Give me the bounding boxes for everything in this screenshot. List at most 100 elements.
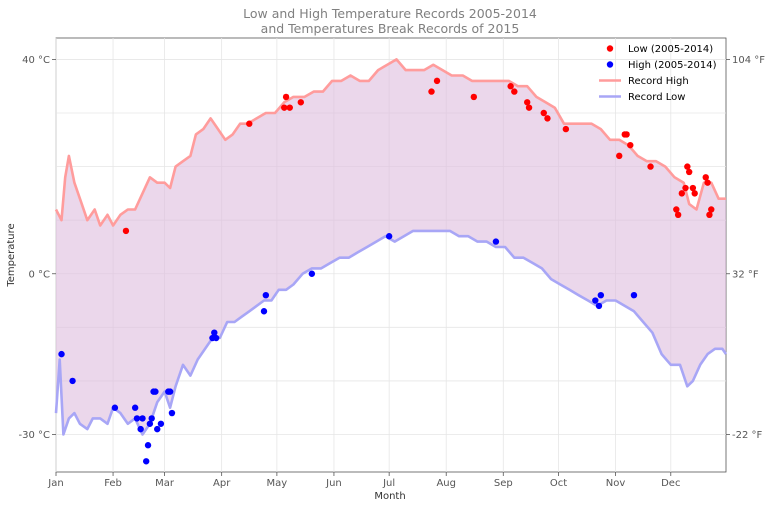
x-tick-label: Jan xyxy=(47,478,63,489)
x-tick-label: Nov xyxy=(606,478,626,489)
y2-tick-label: 32 °F xyxy=(732,269,759,280)
low-record-point xyxy=(122,227,130,235)
x-tick-label: Mar xyxy=(155,478,175,489)
legend: Low (2005-2014) High (2005-2014) Record Hi… xyxy=(599,44,717,103)
high-record-point xyxy=(133,415,141,422)
legend-marker xyxy=(606,61,614,68)
low-record-point xyxy=(685,168,693,176)
low-record-point xyxy=(540,109,547,117)
high-record-point xyxy=(385,233,393,240)
low-record-point xyxy=(524,99,531,106)
low-record-point xyxy=(704,179,711,186)
x-tick-label: Dec xyxy=(661,478,680,489)
chart-title-line-2: and Temperatures Break Records of 2015 xyxy=(261,21,520,36)
low-record-point xyxy=(678,190,686,197)
chart-title-line-1: Low and High Temperature Records 2005-20… xyxy=(243,6,537,21)
low-record-point xyxy=(562,125,570,133)
y2-tick-label: -22 °F xyxy=(732,430,763,441)
y-axis-right: -22 °F 32 °F 104 °F xyxy=(726,55,765,441)
y-tick-label: 40 °C xyxy=(22,55,50,66)
low-record-point xyxy=(689,184,697,192)
high-record-point xyxy=(142,458,150,465)
y-axis-label: Temperature xyxy=(6,223,17,287)
scatter-points xyxy=(58,77,715,465)
high-record-point xyxy=(211,329,218,336)
y-axis-left: -30 °C 0 °C 40 °C xyxy=(19,55,56,441)
low-record-point xyxy=(282,93,290,101)
record-low-line xyxy=(54,229,728,436)
high-record-point xyxy=(58,350,65,358)
high-record-point xyxy=(144,442,152,449)
low-record-point xyxy=(470,93,478,101)
fill-between-area xyxy=(56,59,726,435)
low-record-point xyxy=(297,99,305,106)
high-record-point xyxy=(152,388,159,395)
legend-label: Record High xyxy=(628,76,689,87)
high-record-point xyxy=(260,308,268,315)
series-lines xyxy=(54,58,728,436)
y-tick-label: -30 °C xyxy=(19,430,51,441)
x-tick-label: Jun xyxy=(325,478,342,489)
legend-label: Low (2005-2014) xyxy=(628,44,713,55)
high-record-point xyxy=(168,409,176,417)
low-record-point xyxy=(673,206,680,213)
chart-title: Low and High Temperature Records 2005-20… xyxy=(243,6,537,36)
high-record-point xyxy=(146,420,154,427)
high-record-point xyxy=(69,377,76,385)
high-record-point xyxy=(630,291,638,299)
low-record-point xyxy=(627,141,634,149)
legend-label: Record Low xyxy=(628,92,685,103)
high-record-point xyxy=(212,334,220,342)
x-axis: Jan Feb Mar Apr May Jun Jul Aug Sep Oct Nov Dec xyxy=(47,472,680,489)
low-record-point xyxy=(684,163,691,170)
high-record-point xyxy=(131,404,139,411)
high-record-point xyxy=(148,415,155,422)
y2-tick-label: 104 °F xyxy=(732,55,765,66)
low-record-point xyxy=(706,211,713,219)
high-record-point xyxy=(595,302,603,310)
high-record-point xyxy=(137,425,144,433)
high-record-point xyxy=(139,415,146,422)
record-high-line xyxy=(54,58,726,227)
high-record-point xyxy=(592,297,599,304)
low-record-point xyxy=(433,77,441,85)
high-record-point xyxy=(154,425,161,433)
x-tick-label: Feb xyxy=(104,478,122,489)
low-record-point xyxy=(616,152,623,160)
record-range-fill xyxy=(56,59,726,435)
legend-marker xyxy=(606,45,614,52)
high-record-point xyxy=(157,420,165,427)
low-record-point xyxy=(525,104,533,111)
low-record-point xyxy=(281,104,288,111)
low-record-point xyxy=(623,131,630,138)
legend-label: High (2005-2014) xyxy=(628,60,717,71)
high-record-point xyxy=(166,388,174,395)
low-record-point xyxy=(702,174,709,181)
high-record-point xyxy=(111,404,119,411)
high-record-point xyxy=(597,291,605,299)
x-tick-label: May xyxy=(267,478,288,489)
low-record-point xyxy=(507,83,514,90)
low-record-point xyxy=(286,104,293,111)
low-record-point xyxy=(691,190,698,197)
high-record-point xyxy=(308,270,316,277)
low-record-point xyxy=(708,206,715,213)
low-record-point xyxy=(647,163,654,170)
y-tick-label: 0 °C xyxy=(28,269,50,280)
x-tick-label: Jul xyxy=(382,478,395,489)
x-tick-label: Oct xyxy=(550,478,567,489)
high-record-point xyxy=(492,238,500,245)
low-record-point xyxy=(674,211,682,219)
x-tick-label: Sep xyxy=(494,478,513,489)
x-tick-label: Apr xyxy=(213,478,231,489)
low-record-point xyxy=(428,88,435,95)
low-record-point xyxy=(682,184,689,192)
x-tick-label: Aug xyxy=(436,478,456,489)
x-axis-label: Month xyxy=(374,491,405,502)
low-record-point xyxy=(511,88,518,95)
low-record-point xyxy=(544,115,551,122)
low-record-point xyxy=(246,120,253,127)
high-record-point xyxy=(262,291,270,299)
